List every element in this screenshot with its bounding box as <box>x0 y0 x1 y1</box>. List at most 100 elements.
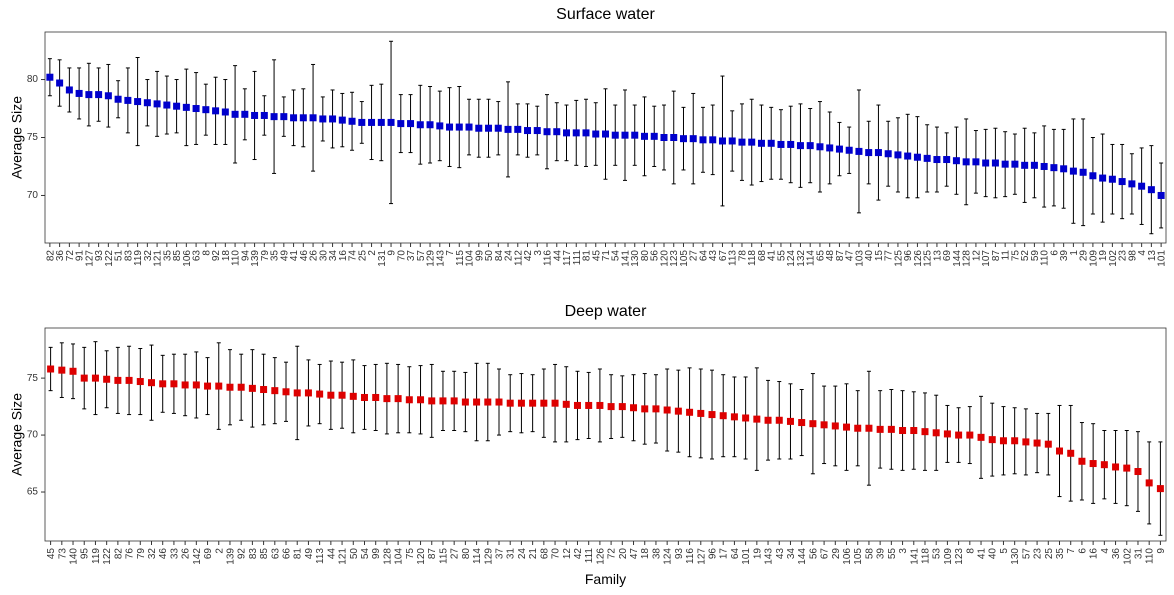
point <box>585 401 593 409</box>
point <box>699 136 707 144</box>
point <box>338 116 346 124</box>
x-tick-label: 57 <box>416 250 427 262</box>
point <box>495 398 503 406</box>
x-tick-label: 99 <box>371 548 382 560</box>
x-tick-label: 87 <box>427 548 438 560</box>
x-tick-label: 56 <box>650 250 661 262</box>
point <box>582 129 590 137</box>
x-tick-label: 110 <box>231 250 242 266</box>
point <box>835 145 843 153</box>
x-tick-label: 13 <box>932 250 943 262</box>
x-tick-label: 40 <box>864 250 875 262</box>
x-tick-label: 69 <box>942 250 953 262</box>
x-tick-label: 79 <box>260 250 271 262</box>
x-tick-label: 12 <box>562 548 573 560</box>
x-tick-label: 104 <box>465 250 476 267</box>
point <box>271 387 279 395</box>
point <box>806 142 814 150</box>
point <box>899 427 907 435</box>
x-tick-label: 26 <box>309 250 320 262</box>
point <box>1022 438 1030 446</box>
point <box>602 130 609 138</box>
x-tick-label: 126 <box>595 548 606 565</box>
x-tick-label: 58 <box>864 548 875 560</box>
x-tick-label: 117 <box>562 250 573 266</box>
x-tick-label: 38 <box>651 548 662 560</box>
x-tick-label: 33 <box>169 548 180 560</box>
point <box>91 374 99 382</box>
point <box>304 389 312 397</box>
x-tick-label: 11 <box>1001 250 1012 261</box>
x-tick-label: 43 <box>775 548 786 560</box>
x-tick-label: 44 <box>326 548 337 560</box>
x-tick-label: 83 <box>123 250 134 262</box>
point <box>1118 178 1126 186</box>
point <box>524 127 532 135</box>
point <box>387 118 395 126</box>
point <box>742 414 750 422</box>
point <box>1089 172 1097 180</box>
point <box>764 416 772 424</box>
x-tick-label: 32 <box>143 250 154 262</box>
x-tick-label: 63 <box>270 548 281 560</box>
point <box>204 382 212 390</box>
x-tick-label: 85 <box>172 250 183 262</box>
point <box>1099 174 1107 182</box>
point <box>730 413 738 421</box>
point <box>293 389 301 397</box>
x-tick-label: 44 <box>552 250 563 262</box>
x-tick-label: 81 <box>582 250 593 262</box>
point <box>894 151 902 159</box>
point <box>674 407 682 415</box>
x-tick-label: 27 <box>689 250 700 262</box>
point <box>988 436 996 444</box>
x-tick-label: 17 <box>719 548 730 560</box>
x-tick-label: 120 <box>659 250 670 267</box>
x-tick-label: 55 <box>887 548 898 560</box>
point <box>607 403 615 411</box>
x-tick-label: 4 <box>1137 250 1148 256</box>
point <box>921 428 929 436</box>
point <box>484 398 492 406</box>
point <box>932 429 940 437</box>
point <box>854 424 862 432</box>
x-tick-label: 121 <box>153 250 164 267</box>
point <box>280 113 288 121</box>
x-tick-label: 96 <box>707 548 718 560</box>
point <box>173 102 181 110</box>
x-tick-label: 78 <box>737 250 748 262</box>
point <box>181 381 189 389</box>
point <box>494 124 502 132</box>
point <box>1030 161 1038 169</box>
point <box>1157 191 1165 199</box>
point <box>170 380 178 388</box>
x-tick-label: 118 <box>747 250 758 266</box>
x-tick-label: 67 <box>820 548 831 560</box>
point <box>1067 449 1075 457</box>
point <box>1011 437 1019 445</box>
x-tick-label: 5 <box>999 548 1010 554</box>
x-tick-label: 42 <box>573 548 584 560</box>
point <box>1134 468 1142 476</box>
x-tick-label: 30 <box>318 250 329 262</box>
x-tick-label: 68 <box>757 250 768 262</box>
point <box>962 158 970 166</box>
x-tick-label: 125 <box>893 250 904 267</box>
point <box>943 156 951 164</box>
x-tick-label: 85 <box>259 548 270 560</box>
point <box>999 437 1007 445</box>
point <box>640 132 648 140</box>
point <box>596 401 604 409</box>
point <box>660 134 668 141</box>
point <box>540 399 548 407</box>
point <box>618 403 626 411</box>
x-tick-label: 52 <box>1020 250 1031 262</box>
x-tick-label: 124 <box>786 250 797 267</box>
point <box>816 143 824 151</box>
x-tick-label: 69 <box>203 548 214 560</box>
point <box>1033 439 1041 447</box>
point <box>215 382 223 390</box>
point <box>1128 180 1136 188</box>
y-axis-label: Average Size <box>9 393 25 476</box>
point <box>904 152 912 160</box>
